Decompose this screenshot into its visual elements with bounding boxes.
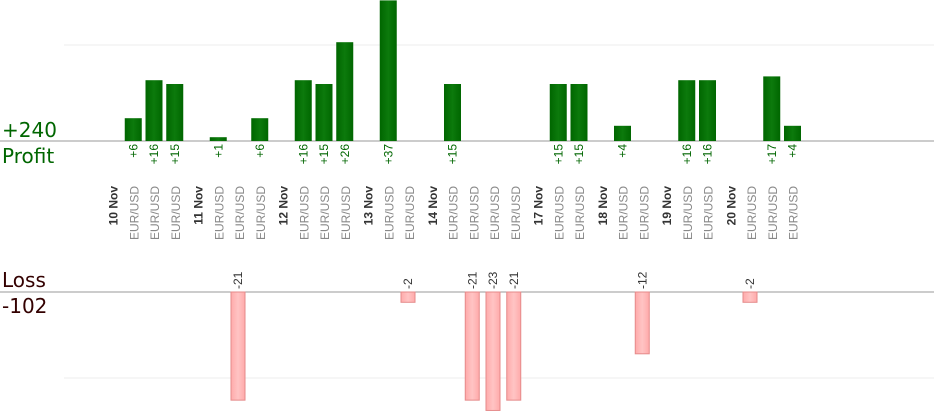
loss-value-label: -21 (231, 271, 245, 289)
profit-label: Profit (2, 144, 55, 168)
date-label: 17 Nov (532, 186, 546, 226)
profit-value-label: +15 (168, 144, 182, 165)
date-label: 10 Nov (107, 186, 121, 226)
pair-label: EUR/USD (212, 186, 226, 240)
profit-bar (678, 80, 696, 141)
profit-bar (315, 84, 333, 141)
pair-label: EUR/USD (488, 186, 502, 240)
loss-value-label: -2 (401, 278, 415, 289)
profit-value-label: +16 (296, 144, 310, 165)
loss-label: Loss (2, 268, 46, 292)
loss-value-label: -21 (507, 271, 521, 289)
profit-value-label: +16 (147, 144, 161, 165)
profit-bar (444, 84, 461, 141)
profit-total: +240 (2, 118, 57, 142)
date-label: 19 Nov (660, 186, 674, 226)
pair-label: EUR/USD (637, 186, 651, 240)
pair-label: EUR/USD (573, 186, 587, 240)
pair-label: EUR/USD (169, 186, 183, 240)
profit-bar (379, 0, 397, 142)
pair-label: EUR/USD (617, 186, 631, 240)
profit-bar (251, 118, 269, 141)
loss-value-label: -23 (486, 271, 500, 289)
date-label: 18 Nov (596, 186, 610, 226)
date-label: 12 Nov (277, 186, 291, 226)
loss-bar (230, 291, 246, 401)
profit-bar (124, 118, 142, 141)
profit-value-label: +15 (551, 144, 565, 165)
profit-value-label: +4 (616, 144, 630, 158)
profit-value-label: +15 (572, 144, 586, 165)
loss-value-label: -2 (743, 278, 757, 289)
profit-value-label: +17 (765, 144, 779, 165)
pair-label: EUR/USD (509, 186, 523, 240)
loss-total: -102 (2, 294, 48, 318)
profit-bar (549, 84, 567, 141)
profit-bar (336, 42, 354, 142)
pair-label: EUR/USD (148, 186, 162, 240)
profit-value-label: +4 (786, 144, 800, 158)
profit-bar (699, 80, 716, 141)
date-label: 14 Nov (426, 186, 440, 226)
profit-value-label: +16 (701, 144, 715, 165)
pair-label: EUR/USD (339, 186, 353, 240)
pair-label: EUR/USD (787, 186, 801, 240)
profit-value-label: +15 (317, 144, 331, 165)
date-label: 20 Nov (724, 186, 738, 226)
loss-bar (464, 291, 480, 401)
profit-bar (763, 76, 781, 141)
loss-bar (742, 291, 758, 303)
pair-label: EUR/USD (702, 186, 716, 240)
pair-label: EUR/USD (467, 186, 481, 240)
pair-label: EUR/USD (766, 186, 780, 240)
loss-bar (400, 291, 416, 303)
profit-value-label: +26 (338, 144, 352, 165)
loss-bar (506, 291, 522, 401)
pair-label: EUR/USD (681, 186, 695, 240)
profit-bar (614, 125, 631, 141)
pair-label: EUR/USD (552, 186, 566, 240)
pair-label: EUR/USD (127, 186, 141, 240)
profit-bar (145, 80, 163, 141)
profit-bar (166, 84, 184, 141)
profit-value-label: +16 (680, 144, 694, 165)
pair-label: EUR/USD (382, 186, 396, 240)
profit-value-label: +37 (381, 144, 395, 165)
pair-label: EUR/USD (447, 186, 461, 240)
pair-label: EUR/USD (297, 186, 311, 240)
date-label: 11 Nov (192, 186, 206, 225)
date-label: 13 Nov (362, 186, 376, 226)
loss-bar (634, 291, 650, 355)
loss-value-label: -21 (465, 271, 479, 289)
profit-bar (784, 125, 801, 141)
profit-bar (570, 84, 588, 141)
pair-label: EUR/USD (318, 186, 332, 240)
profit-value-label: +6 (126, 144, 140, 158)
pair-label: EUR/USD (254, 186, 268, 240)
pair-label: EUR/USD (745, 186, 759, 240)
loss-bar (485, 291, 501, 411)
pair-label: EUR/USD (233, 186, 247, 240)
profit-value-label: +15 (446, 144, 460, 165)
profit-value-label: +6 (253, 144, 267, 158)
profit-bar (209, 137, 227, 141)
pair-label: EUR/USD (403, 186, 417, 240)
loss-value-label: -12 (635, 271, 649, 289)
profit-bar (294, 80, 312, 141)
profit-value-label: +1 (211, 144, 225, 158)
